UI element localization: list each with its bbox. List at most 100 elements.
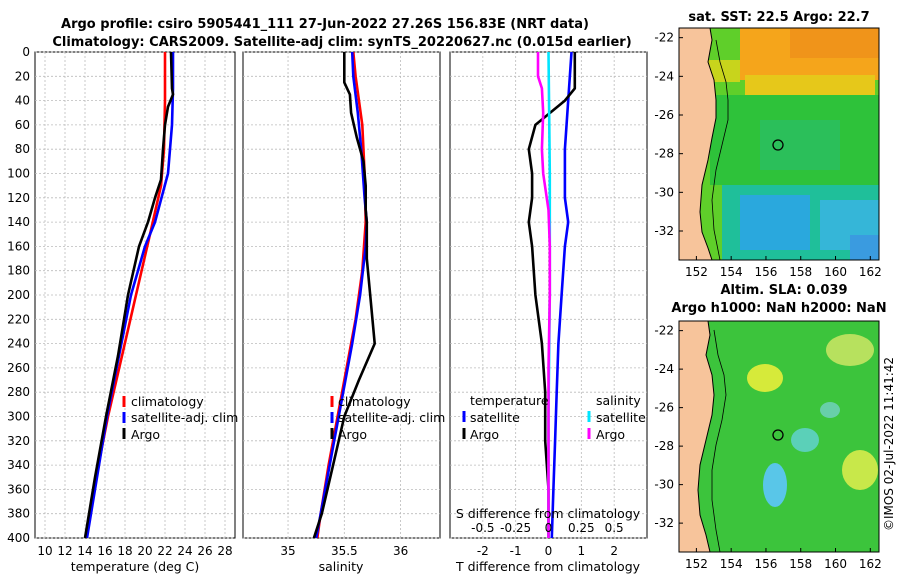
sla-land [679,321,714,552]
sst-xtick-label: 158 [789,265,812,279]
difference-x2tick-label: 0 [545,521,553,535]
depth-tick-label: 320 [7,434,30,448]
depth-tick-label: 120 [7,191,30,205]
sst-land [679,28,716,260]
depth-tick-label: 240 [7,337,30,351]
depth-tick-label: 80 [15,142,30,156]
sla-map-frame [678,320,880,553]
sst-map-frame [678,27,880,261]
difference-x2label: S difference from climatology [456,506,641,521]
sst-yellow-band [745,75,875,95]
sla-argo-marker [772,429,784,441]
sst-ytick-label: -22 [654,31,674,45]
depth-tick-label: 340 [7,458,30,472]
temperature-xlabel: temperature (deg C) [71,559,200,574]
temperature-xtick-label: 12 [57,544,72,558]
temperature-legend: climatology satellite-adj. clim Argo [122,394,238,442]
difference-xtick-label: -2 [477,544,489,558]
sst-cool-patch [850,235,879,260]
legend-label-t-satellite: satellite [470,410,520,425]
sla-low [763,463,787,507]
sst-xtick-label: 154 [720,265,743,279]
temperature-xtick-label: 26 [197,544,212,558]
sla-ytick-label: -30 [654,478,674,492]
sla-xtick-label: 162 [859,557,882,571]
sla-map [679,321,879,552]
depth-tick-label: 20 [15,69,30,83]
sla-high [747,364,783,392]
temperature-series-satellite-adj-clim [85,52,175,538]
sla-ytick-label: -22 [654,324,674,338]
temperature-xtick-label: 20 [137,544,152,558]
legend-label-t-argo: Argo [470,427,499,442]
sst-coastline [699,28,717,260]
depth-tick-label: 300 [7,410,30,424]
sla-map-title-1: Altim. SLA: 0.039 [721,283,848,298]
sla-ytick-label: -32 [654,516,674,530]
depth-tick-label: 100 [7,167,30,181]
sla-xtick-label: 160 [824,557,847,571]
sla-coastline [697,321,715,552]
temperature-xtick-label: 18 [117,544,132,558]
temperature-xtick-label: 10 [37,544,52,558]
legend-label-climatology: climatology [131,394,204,409]
legend-label-s-satellite: satellite [596,410,646,425]
difference-series-salinity-argo [536,52,552,538]
temperature-xtick-label: 16 [97,544,112,558]
copyright-stamp: ©IMOS 02-Jul-2022 11:41:42 [882,357,896,531]
difference-xtick-label: 1 [578,544,586,558]
sst-ytick-label: -32 [654,224,674,238]
difference-series-temperature-argo [527,52,577,538]
difference-x2tick-label: 0.25 [568,521,595,535]
legend-title-salinity: salinity [596,393,641,408]
depth-tick-label: 0 [22,45,30,59]
difference-x2tick-label: -0.25 [500,521,531,535]
salinity-legend: climatology satellite-adj. clim Argo [330,394,445,442]
sst-ytick-label: -24 [654,69,674,83]
legend-label-argo: Argo [131,427,160,442]
sla-xtick-label: 156 [755,557,778,571]
depth-tick-label: 40 [15,94,30,108]
sla-map-title-2: Argo h1000: NaN h2000: NaN [671,301,886,316]
sst-map-title: sat. SST: 22.5 Argo: 22.7 [688,10,869,25]
legend-title-temperature: temperature [470,393,549,408]
difference-x2tick-label: 0.5 [605,521,624,535]
sla-xtick-label: 154 [720,557,743,571]
salinity-series-argo [312,52,377,538]
sla-low [820,402,840,418]
difference-x2tick-label: -0.5 [471,521,494,535]
salinity-xtick-label: 35.5 [331,544,358,558]
sst-warm-band [790,28,879,58]
sst-cool-patch [740,195,810,250]
sst-xtick-label: 156 [755,265,778,279]
sla-ytick-label: -28 [654,439,674,453]
depth-tick-label: 60 [15,118,30,132]
temperature-xtick-label: 24 [177,544,192,558]
difference-xlabel: T difference from climatology [455,559,641,574]
sst-green-patch [760,120,840,170]
sla-contour [711,329,727,552]
difference-series-temperature-satellite [550,52,573,538]
sst-xtick-label: 152 [685,265,708,279]
sla-high [826,334,874,366]
temperature-series-argo [83,52,175,538]
sst-xtick-label: 162 [859,265,882,279]
depth-tick-label: 160 [7,239,30,253]
difference-xtick-label: -1 [510,544,522,558]
salinity-xlabel: salinity [319,559,364,574]
depth-tick-label: 260 [7,361,30,375]
depth-tick-label: 360 [7,482,30,496]
sst-contour [711,39,729,260]
sst-ytick-label: -28 [654,147,674,161]
depth-tick-label: 140 [7,215,30,229]
salinity-xtick-label: 36 [393,544,408,558]
sla-low [791,428,819,452]
sst-ytick-label: -30 [654,185,674,199]
legend-label-s-argo: Argo [596,427,625,442]
sst-xtick-label: 160 [824,265,847,279]
sst-map [679,28,879,260]
sla-ytick-label: -24 [654,362,674,376]
sst-argo-marker [772,139,784,151]
difference-xtick-label: 0 [545,544,553,558]
